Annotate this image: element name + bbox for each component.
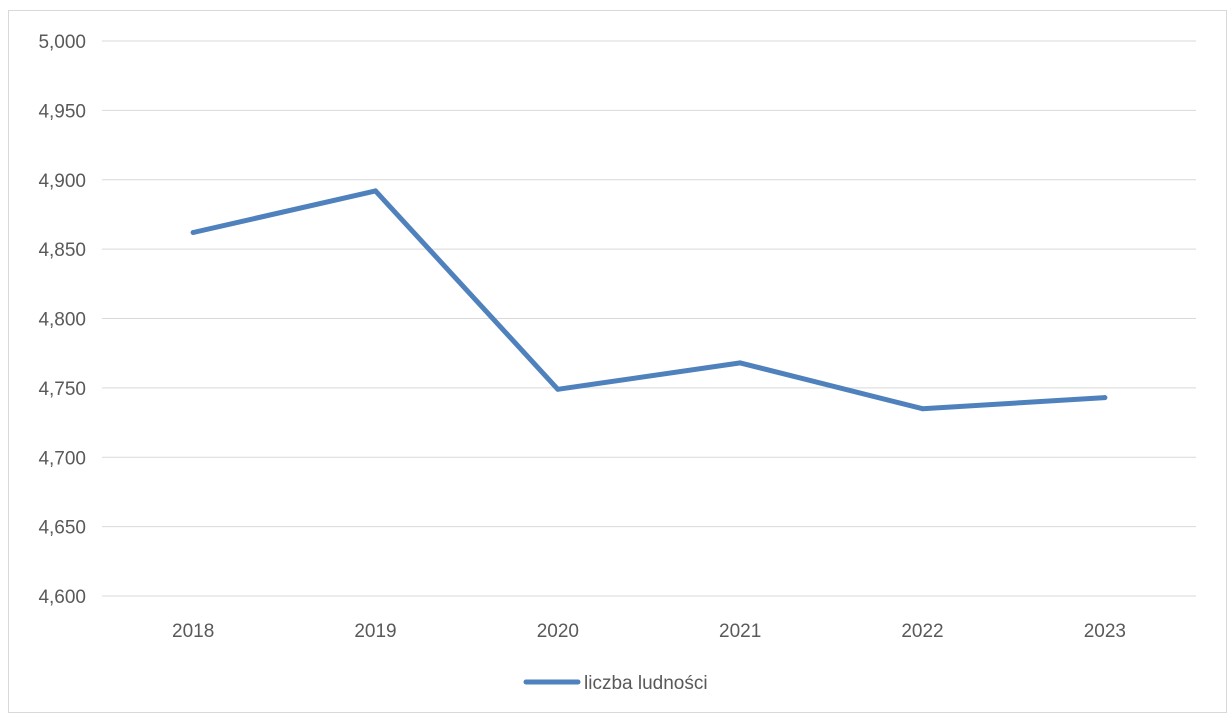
y-tick-label: 5,000 (38, 32, 86, 53)
data-point (920, 406, 925, 412)
x-tick-label: 2022 (901, 621, 943, 642)
data-point (373, 188, 378, 194)
y-tick-label: 4,600 (38, 587, 86, 608)
y-tick-label: 4,750 (38, 379, 86, 400)
x-tick-label: 2023 (1084, 621, 1126, 642)
x-tick-label: 2020 (537, 621, 579, 642)
legend-label: liczba ludności (584, 673, 708, 694)
y-tick-label: 4,850 (38, 240, 86, 261)
y-axis-labels: 4,600 4,650 4,700 4,750 4,800 4,850 4,900 4,950… (38, 32, 86, 608)
series-line (190, 188, 1108, 412)
x-tick-label: 2019 (354, 621, 396, 642)
y-tick-label: 4,950 (38, 101, 86, 122)
data-point (555, 386, 561, 392)
y-tick-label: 4,650 (38, 518, 86, 539)
data-point (190, 229, 196, 235)
y-tick-label: 4,900 (38, 171, 86, 192)
data-point (1102, 395, 1108, 401)
data-point (737, 360, 743, 366)
y-tick-label: 4,800 (38, 310, 86, 331)
gridlines (102, 40, 1196, 597)
series-group (190, 188, 1108, 412)
legend: liczba ludności (523, 673, 708, 694)
x-axis-labels: 2018 2019 2020 2021 2022 2023 (172, 621, 1126, 642)
x-tick-label: 2021 (719, 621, 761, 642)
y-tick-label: 4,700 (38, 448, 86, 469)
x-tick-label: 2018 (172, 621, 214, 642)
